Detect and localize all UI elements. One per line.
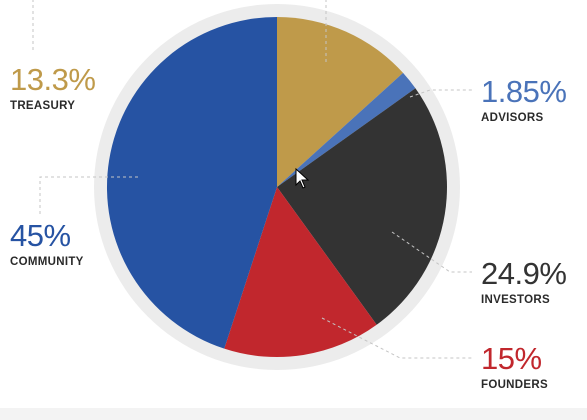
leader-line-5 — [39, 176, 138, 215]
label-investors: 24.9% INVESTORS — [481, 256, 567, 307]
treasury-percent: 13.3% — [10, 62, 96, 97]
founders-name: FOUNDERS — [481, 379, 548, 391]
investors-name: INVESTORS — [481, 294, 550, 306]
leader-line-3 — [391, 231, 472, 273]
advisors-percent: 1.85% — [481, 74, 567, 109]
community-percent: 45% — [10, 218, 71, 253]
pie-slice-advisors — [277, 72, 416, 187]
pie-slice-founders — [224, 187, 377, 358]
advisors-name: ADVISORS — [481, 112, 544, 124]
label-advisors: 1.85% ADVISORS — [481, 74, 567, 125]
pie-slice-investors — [277, 88, 447, 325]
leader-line-2 — [409, 89, 472, 98]
community-name: COMMUNITY — [10, 256, 84, 268]
treasury-name: TREASURY — [10, 100, 76, 112]
bottom-strip — [0, 408, 587, 420]
pie-slice-community — [106, 17, 278, 349]
mouse-cursor-icon — [295, 167, 310, 189]
investors-percent: 24.9% — [481, 256, 567, 291]
founders-percent: 15% — [481, 341, 542, 376]
label-community: 45% COMMUNITY — [10, 220, 84, 269]
pie-slice-treasury — [277, 16, 404, 187]
label-founders: 15% FOUNDERS — [481, 343, 548, 392]
label-treasury: 13.3% TREASURY — [10, 62, 96, 113]
